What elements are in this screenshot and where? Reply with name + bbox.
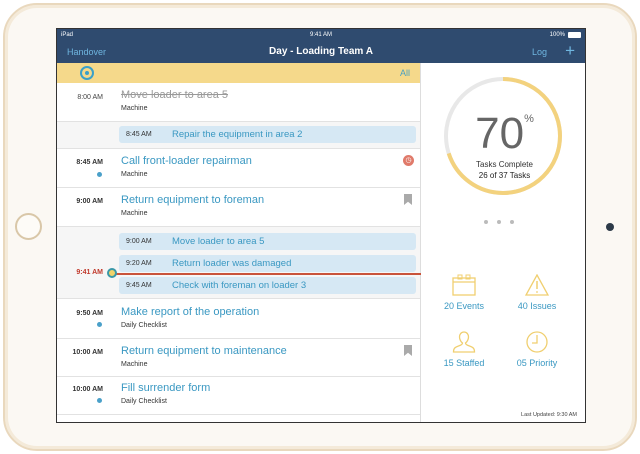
list-item[interactable]: 10:00 AM Fill surrender form Daily Check… — [57, 377, 420, 415]
calendar-icon — [429, 270, 499, 296]
item-subtitle: Machine — [121, 361, 148, 368]
subtask-title: Return loader was damaged — [172, 258, 292, 269]
add-button[interactable]: + — [565, 41, 575, 60]
tasks-complete-label: Tasks Complete — [476, 160, 533, 169]
clock-icon — [502, 327, 572, 353]
tasks-count: 26 of 37 Tasks — [478, 171, 531, 180]
item-subtitle: Machine — [121, 105, 148, 112]
all-filter-button[interactable]: All — [399, 68, 410, 78]
camera — [606, 223, 614, 231]
item-title: Call front-loader repairman — [121, 155, 252, 167]
progress-ring — [444, 77, 562, 195]
subtask-item[interactable]: 9:00 AM Move loader to area 5 — [119, 233, 416, 250]
subtask-group: 9:00 AM Move loader to area 5 9:20 AM Re… — [57, 227, 420, 299]
page-dot[interactable] — [497, 220, 501, 224]
subtask-time: 9:45 AM — [126, 282, 152, 289]
priority-label: 05 Priority — [516, 358, 558, 368]
unread-dot — [97, 172, 102, 177]
status-bar: iPad 9:41 AM 100% — [57, 29, 585, 41]
current-time-line — [111, 273, 421, 275]
item-title: Move loader to area 5 — [121, 89, 229, 101]
percent-sign: % — [524, 113, 534, 125]
nav-bar: Handover Day - Loading Team A Log + — [57, 41, 585, 63]
issues-label: 40 Issues — [517, 301, 557, 311]
screen: iPad 9:41 AM 100% Handover Day - Loading… — [56, 28, 586, 423]
last-updated: Last Updated: 9:30 AM — [521, 412, 577, 418]
item-time: 9:00 AM — [76, 198, 103, 205]
item-time: 8:45 AM — [76, 159, 103, 166]
item-title: Return equipment to foreman — [121, 194, 265, 206]
subtask-title: Move loader to area 5 — [172, 236, 265, 247]
page-dot[interactable] — [510, 220, 514, 224]
priority-stat[interactable]: 05 Priority — [502, 327, 572, 368]
unread-dot — [97, 322, 102, 327]
subtask-title: Check with foreman on loader 3 — [172, 280, 307, 291]
list-item[interactable]: 10:00 AM Return equipment to maintenance… — [57, 339, 420, 377]
clock: 9:41 AM — [309, 32, 332, 38]
item-title: Fill surrender form — [121, 382, 211, 394]
list-item[interactable]: 8:45 AM Call front-loader repairman Mach… — [57, 149, 420, 188]
page-dot[interactable] — [484, 220, 488, 224]
page-title: Day - Loading Team A — [269, 46, 373, 57]
clock-alert-icon: ◷ — [403, 155, 414, 166]
item-time: 8:00 AM — [77, 94, 103, 101]
events-label: 20 Events — [443, 301, 485, 311]
bookmark-icon[interactable] — [404, 345, 412, 356]
bookmark-icon[interactable] — [404, 194, 412, 205]
item-subtitle: Daily Checklist — [121, 398, 167, 405]
item-title: Make report of the operation — [121, 306, 260, 318]
current-time-label: 9:41 AM — [76, 269, 103, 276]
handover-button[interactable]: Handover — [67, 47, 107, 57]
target-icon[interactable] — [80, 66, 94, 80]
percent-number: 70 — [475, 109, 525, 158]
list-item[interactable]: 9:50 AM Make report of the operation Dai… — [57, 299, 420, 339]
subtask-time: 8:45 AM — [126, 131, 152, 138]
events-stat[interactable]: 20 Events — [429, 270, 499, 311]
subtask-time: 9:20 AM — [126, 260, 152, 267]
summary-panel: 70% Tasks Complete 26 of 37 Tasks 20 Eve… — [422, 63, 585, 422]
subtask-time: 9:00 AM — [126, 238, 152, 245]
list-item[interactable]: 9:00 AM Return equipment to foreman Mach… — [57, 188, 420, 227]
subtask-title: Repair the equipment in area 2 — [172, 129, 303, 140]
battery-icon — [568, 32, 581, 38]
log-button[interactable]: Log — [531, 47, 547, 57]
item-subtitle: Machine — [121, 171, 148, 178]
item-title: Return equipment to maintenance — [121, 345, 287, 357]
item-time: 10:00 AM — [72, 349, 103, 356]
unread-dot — [97, 398, 102, 403]
warning-icon — [502, 270, 572, 296]
list-item[interactable]: 8:00 AM Move loader to area 5 Machine — [57, 83, 420, 122]
progress-arc — [444, 77, 562, 195]
subtask-group: 8:45 AM Repair the equipment in area 2 — [57, 122, 420, 149]
subtask-item[interactable]: 9:45 AM Check with foreman on loader 3 — [119, 277, 416, 294]
timeline-list[interactable]: All 8:00 AM Move loader to area 5 Machin… — [57, 63, 421, 422]
device-label: iPad — [61, 32, 74, 38]
item-subtitle: Machine — [121, 210, 148, 217]
issues-stat[interactable]: 40 Issues — [502, 270, 572, 311]
home-button[interactable] — [15, 213, 42, 240]
item-time: 10:00 AM — [72, 386, 103, 393]
staffed-label: 15 Staffed — [443, 358, 485, 368]
person-icon — [429, 327, 499, 353]
staffed-stat[interactable]: 15 Staffed — [429, 327, 499, 368]
subtask-item[interactable]: 9:20 AM Return loader was damaged — [119, 255, 416, 272]
item-subtitle: Daily Checklist — [121, 322, 167, 329]
subtask-item[interactable]: 8:45 AM Repair the equipment in area 2 — [119, 126, 416, 143]
battery-label: 100% — [549, 32, 565, 38]
page-indicator[interactable] — [484, 211, 523, 229]
percent-value: 70% — [422, 109, 585, 159]
item-time: 9:50 AM — [76, 310, 103, 317]
filter-bar: All — [57, 63, 420, 83]
current-time-marker — [107, 268, 117, 278]
